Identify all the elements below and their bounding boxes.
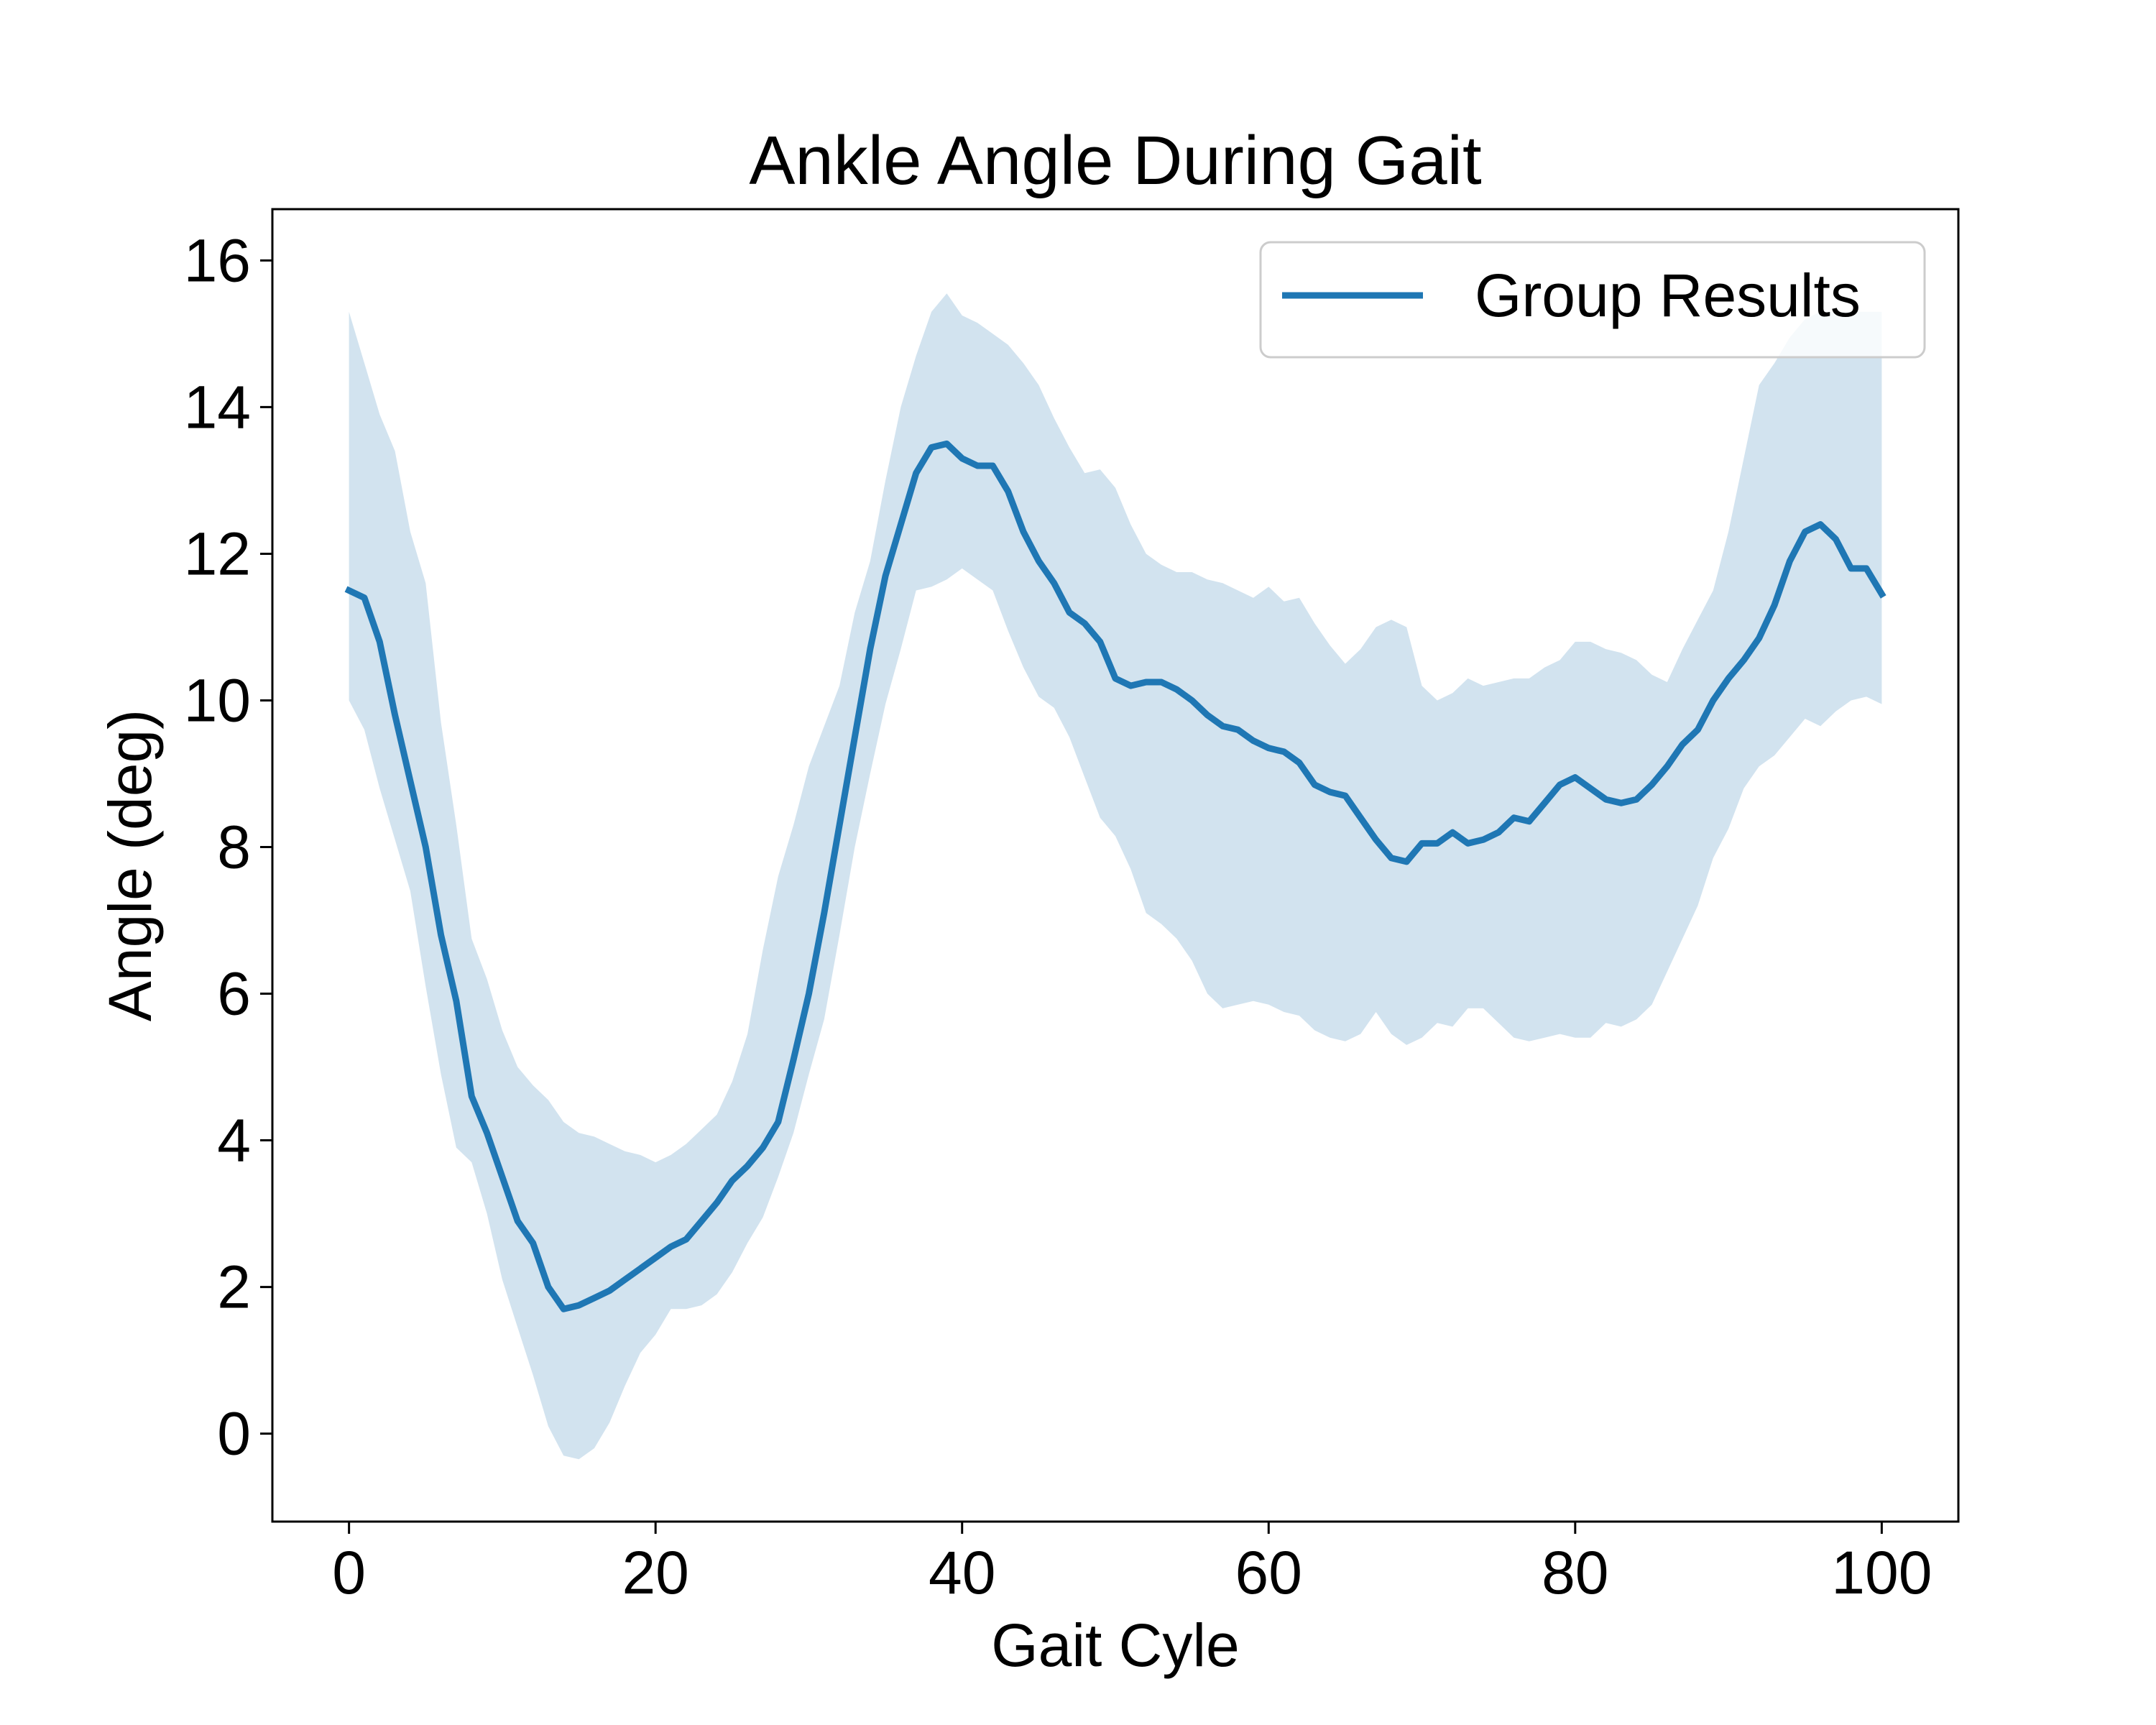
legend-box [1259, 241, 1926, 359]
shaded-band-layer [349, 293, 1882, 1460]
x-tick-label: 0 [332, 1539, 366, 1606]
y-tick-label: 0 [217, 1400, 251, 1468]
y-tick-label: 16 [184, 226, 251, 294]
x-axis-label: Gait Cyle [991, 1611, 1239, 1679]
y-tick-label: 4 [217, 1107, 251, 1174]
legend: Group Results [1259, 241, 1926, 359]
shaded-band-group-results [349, 293, 1882, 1460]
y-tick-label: 6 [217, 960, 251, 1028]
y-tick-label: 2 [217, 1254, 251, 1321]
y-tick-label: 14 [184, 373, 251, 441]
x-tick-label: 20 [622, 1539, 688, 1606]
y-tick-label: 10 [184, 666, 251, 734]
x-tick-label: 80 [1542, 1539, 1608, 1606]
y-tick-label: 8 [217, 813, 251, 880]
series-line-group-results [344, 440, 1886, 1312]
y-axis-label: Angle (deg) [96, 709, 164, 1021]
y-axis-ticks: 0 2 4 6 8 10 12 14 16 [184, 226, 272, 1468]
series-line-layer [344, 440, 1886, 1312]
x-tick-label: 100 [1831, 1539, 1932, 1606]
chart-title: Ankle Angle During Gait [749, 122, 1481, 199]
y-tick-label: 12 [184, 520, 251, 587]
x-tick-label: 60 [1235, 1539, 1302, 1606]
x-axis-ticks: 0 20 40 60 80 100 [332, 1522, 1932, 1606]
plot-area-frame [271, 208, 1960, 1523]
legend-label-group-results: Group Results [1475, 262, 1861, 329]
x-tick-label: 40 [929, 1539, 995, 1606]
